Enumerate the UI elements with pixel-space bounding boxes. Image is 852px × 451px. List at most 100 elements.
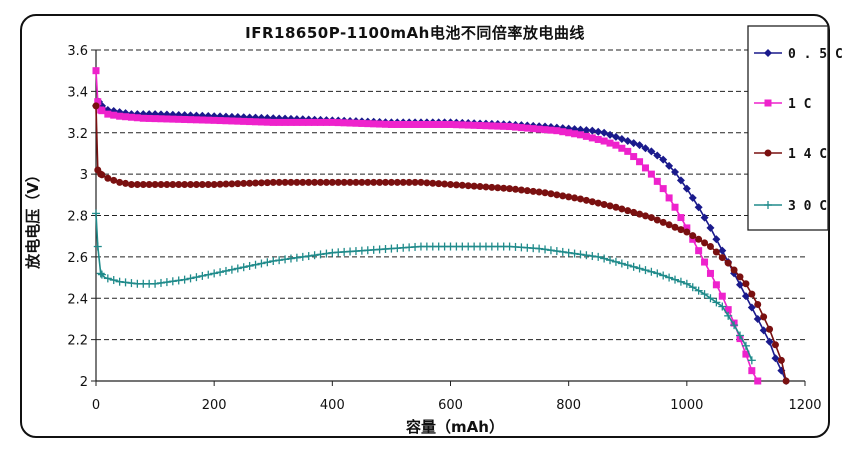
data-point-14c bbox=[163, 180, 171, 188]
data-point-14c bbox=[435, 180, 443, 188]
data-point-14c bbox=[535, 188, 543, 196]
data-point-14c bbox=[98, 171, 106, 179]
data-point-14c bbox=[234, 180, 242, 188]
data-point-1c bbox=[565, 129, 573, 137]
data-point-14c bbox=[151, 180, 159, 188]
series-line-30c bbox=[95, 213, 753, 361]
data-point-14c bbox=[429, 179, 437, 187]
data-point-1c bbox=[636, 158, 644, 166]
data-point-30c bbox=[127, 279, 136, 288]
data-point-1c bbox=[257, 118, 265, 126]
data-point-14c bbox=[334, 178, 342, 186]
data-point-1c bbox=[494, 122, 502, 130]
data-point-14c bbox=[771, 341, 779, 349]
data-point-14c bbox=[600, 200, 608, 208]
data-point-1c bbox=[281, 118, 289, 126]
x-tick-label: 200 bbox=[202, 398, 227, 413]
data-point-14c bbox=[517, 186, 525, 194]
y-tick-label: 3 bbox=[80, 168, 88, 183]
data-point-14c bbox=[175, 180, 183, 188]
data-point-14c bbox=[494, 184, 502, 192]
data-point-14c bbox=[730, 266, 738, 274]
data-point-30c bbox=[275, 256, 284, 265]
data-point-30c bbox=[747, 356, 756, 365]
data-point-14c bbox=[252, 179, 260, 187]
data-point-14c bbox=[541, 189, 549, 197]
data-point-14c bbox=[476, 183, 484, 191]
x-tick-label: 1200 bbox=[788, 398, 821, 413]
data-point-1c bbox=[163, 115, 171, 123]
data-point-1c bbox=[452, 121, 460, 129]
data-point-1c bbox=[523, 124, 531, 132]
y-tick-label: 2.8 bbox=[67, 210, 88, 225]
data-point-14c bbox=[110, 176, 118, 184]
data-point-14c bbox=[192, 180, 200, 188]
data-point-30c bbox=[198, 271, 207, 280]
data-point-14c bbox=[287, 178, 295, 186]
data-point-14c bbox=[187, 180, 195, 188]
data-point-1c bbox=[92, 67, 100, 75]
chart-frame bbox=[20, 14, 830, 438]
data-point-30c bbox=[641, 266, 650, 275]
data-point-1c bbox=[370, 120, 378, 128]
data-point-14c bbox=[305, 178, 313, 186]
data-point-30c bbox=[97, 270, 106, 279]
data-point-14c bbox=[760, 313, 768, 321]
data-point-14c bbox=[382, 178, 390, 186]
data-point-30c bbox=[718, 302, 727, 311]
data-point-30c bbox=[92, 209, 100, 218]
data-point-1c bbox=[701, 258, 709, 266]
data-point-1c bbox=[110, 111, 118, 119]
data-point-30c bbox=[706, 294, 715, 303]
data-point-14c bbox=[718, 254, 726, 262]
data-point-14c bbox=[346, 178, 354, 186]
data-point-14c bbox=[423, 179, 431, 187]
data-point-1c bbox=[576, 131, 584, 139]
data-point-30c bbox=[162, 278, 171, 287]
data-point-30c bbox=[617, 259, 626, 268]
data-point-30c bbox=[204, 270, 213, 279]
data-point-1c bbox=[429, 120, 437, 128]
data-point-14c bbox=[281, 178, 289, 186]
data-point-30c bbox=[227, 265, 236, 274]
data-point-14c bbox=[157, 180, 165, 188]
data-point-14c bbox=[133, 180, 141, 188]
legend-item-14c: 1 4 C bbox=[754, 147, 827, 162]
data-point-14c bbox=[127, 180, 135, 188]
data-point-30c bbox=[741, 341, 750, 350]
data-point-30c bbox=[281, 255, 290, 264]
data-point-14c bbox=[116, 178, 124, 186]
data-point-14c bbox=[458, 181, 466, 189]
data-point-14c bbox=[582, 196, 590, 204]
data-point-30c bbox=[316, 250, 325, 259]
data-point-14c bbox=[653, 216, 661, 224]
y-tick-label: 2.2 bbox=[67, 334, 88, 349]
data-point-1c bbox=[317, 118, 325, 126]
data-point-1c bbox=[299, 118, 307, 126]
data-point-1c bbox=[630, 153, 638, 161]
data-point-14c bbox=[299, 178, 307, 186]
data-point-30c bbox=[676, 277, 685, 286]
data-point-0-5c bbox=[676, 176, 685, 185]
data-point-0-5c bbox=[671, 168, 680, 177]
data-point-30c bbox=[582, 251, 591, 260]
data-point-1c bbox=[116, 112, 124, 120]
data-point-14c bbox=[576, 195, 584, 203]
data-point-14c bbox=[689, 232, 697, 240]
data-point-14c bbox=[122, 179, 130, 187]
data-point-1c bbox=[151, 115, 159, 123]
data-point-30c bbox=[121, 278, 130, 287]
data-point-30c bbox=[588, 252, 597, 261]
data-point-1c bbox=[417, 120, 425, 128]
data-point-1c bbox=[175, 115, 183, 123]
data-point-30c bbox=[245, 261, 254, 270]
data-point-30c bbox=[594, 252, 603, 261]
data-point-30c bbox=[712, 298, 721, 307]
data-point-1c bbox=[234, 117, 242, 125]
data-point-14c bbox=[417, 178, 425, 186]
data-point-14c bbox=[222, 180, 230, 188]
data-point-30c bbox=[186, 274, 195, 283]
data-point-1c bbox=[387, 120, 395, 128]
data-point-0-5c bbox=[653, 151, 662, 160]
data-point-1c bbox=[441, 120, 449, 128]
